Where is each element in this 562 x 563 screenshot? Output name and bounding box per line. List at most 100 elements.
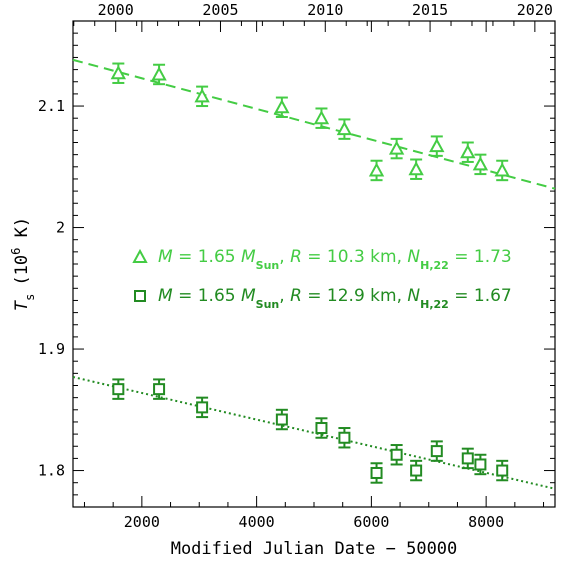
square-marker xyxy=(461,452,474,465)
legend-label-part: , xyxy=(279,286,290,306)
square-marker xyxy=(496,464,509,477)
data-point xyxy=(494,159,510,182)
data-point xyxy=(388,137,405,160)
legend-label: M = 1.65 MSun, R = 12.9 km, NH,22 = 1.67 xyxy=(158,286,512,311)
data-point xyxy=(408,158,424,180)
legend-label-part: = 10.3 km, xyxy=(302,247,408,267)
triangle-marker xyxy=(151,66,167,81)
legend-label-part: = 1.67 xyxy=(449,286,512,306)
legend-label-part: N xyxy=(407,247,420,267)
top-year-tick-label: 2020 xyxy=(517,1,553,19)
legend-label-part: M xyxy=(241,247,256,267)
data-point xyxy=(460,141,476,163)
data-point xyxy=(496,459,509,482)
legend-label-part: R xyxy=(290,247,302,267)
data-point xyxy=(274,96,290,118)
legend-label-part: H,22 xyxy=(420,259,449,272)
top-year-tick-label: 2010 xyxy=(307,1,343,19)
top-year-tick-label: 2000 xyxy=(98,1,134,19)
data-point xyxy=(429,135,445,157)
legend-triangle-marker xyxy=(132,248,148,263)
triangle-marker xyxy=(460,144,476,159)
legend-label-part: N xyxy=(407,286,420,306)
series-layer xyxy=(72,58,556,490)
axes: 2000 4000 6000 8000 2000 2005 2010 2015 2020 1.8 1… xyxy=(9,1,556,559)
y-label-subscript: s xyxy=(23,294,37,301)
triangle-marker xyxy=(110,65,127,80)
triangle-marker xyxy=(336,121,353,136)
series-square xyxy=(72,376,556,490)
x-tick-label: 6000 xyxy=(353,513,389,531)
legend-label-part: = 1.73 xyxy=(449,247,512,267)
triangle-marker xyxy=(194,88,210,103)
x-tick-label: 2000 xyxy=(124,513,160,531)
y-axis-label: Ts (106 K) xyxy=(9,217,37,311)
legend-entry-square: M = 1.65 MSun, R = 12.9 km, NH,22 = 1.67 xyxy=(134,286,512,311)
y-tick-label: 2 xyxy=(56,219,65,237)
legend-label-part: M xyxy=(241,286,256,306)
x-axis-label: Modified Julian Date − 50000 xyxy=(171,539,458,559)
trend-line-dotted xyxy=(72,376,556,490)
legend: M = 1.65 MSun, R = 10.3 km, NH,22 = 1.73… xyxy=(132,247,512,311)
top-year-tick-label: 2005 xyxy=(202,1,238,19)
data-point xyxy=(336,118,353,140)
legend-entry-triangle: M = 1.65 MSun, R = 10.3 km, NH,22 = 1.73 xyxy=(132,247,512,272)
data-point xyxy=(112,378,125,400)
data-point xyxy=(410,459,423,482)
triangle-marker xyxy=(494,162,510,177)
data-point xyxy=(110,62,127,84)
y-label-unit-close: K) xyxy=(12,217,32,248)
square-marker xyxy=(370,466,383,479)
square-marker xyxy=(430,445,443,458)
y-tick-label: 1.8 xyxy=(38,462,65,480)
triangle-marker xyxy=(368,162,385,177)
legend-label-part: Sun xyxy=(256,298,280,311)
triangle-marker xyxy=(408,161,424,176)
data-point xyxy=(151,63,167,86)
data-point xyxy=(430,440,443,462)
legend-square-marker xyxy=(134,290,146,302)
data-point xyxy=(315,417,328,439)
y-tick-label: 2.1 xyxy=(38,97,65,115)
legend-label-part: = 12.9 km, xyxy=(302,286,408,306)
x-tick-label: 4000 xyxy=(239,513,275,531)
legend-label-part: M xyxy=(158,247,173,267)
square-marker xyxy=(112,383,125,396)
data-point xyxy=(472,153,489,176)
data-point xyxy=(370,462,383,484)
legend-label-part: H,22 xyxy=(420,298,449,311)
triangle-marker xyxy=(388,140,405,155)
legend-label-part: R xyxy=(290,286,302,306)
legend-label-part: Sun xyxy=(256,259,280,272)
square-marker xyxy=(196,401,209,414)
data-point xyxy=(338,427,351,449)
data-point xyxy=(194,85,210,108)
data-point xyxy=(196,396,209,419)
series-triangle xyxy=(72,58,556,190)
y-tick-label: 1.9 xyxy=(38,340,65,358)
triangle-marker xyxy=(472,156,489,171)
legend-label: M = 1.65 MSun, R = 10.3 km, NH,22 = 1.73 xyxy=(158,247,512,272)
triangle-marker xyxy=(274,99,290,114)
data-point xyxy=(275,408,288,431)
y-label-unit-exp: 6 xyxy=(9,248,23,255)
triangle-marker xyxy=(429,138,445,153)
legend-label-part: M xyxy=(158,286,173,306)
square-marker xyxy=(390,448,403,461)
square-marker xyxy=(474,458,487,471)
square-marker xyxy=(410,464,423,477)
trend-line-dashed xyxy=(72,58,556,190)
square-marker xyxy=(338,431,351,444)
legend-label-part: , xyxy=(279,247,290,267)
triangle-marker xyxy=(313,110,330,125)
data-point xyxy=(390,444,403,466)
square-marker xyxy=(315,422,328,435)
legend-label-part: = 1.65 xyxy=(173,286,241,306)
square-marker xyxy=(153,383,166,396)
y-label-symbol: T xyxy=(12,299,32,311)
data-point xyxy=(313,107,330,129)
x-tick-label: 8000 xyxy=(468,513,504,531)
data-point xyxy=(474,453,487,476)
legend-label-part: = 1.65 xyxy=(173,247,241,267)
